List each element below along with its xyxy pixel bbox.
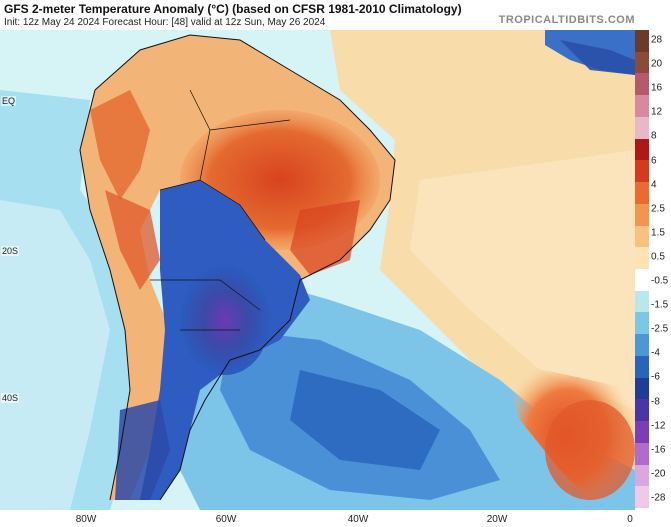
colorbar-cell xyxy=(635,182,649,205)
colorbar-label: -1.5 xyxy=(651,299,669,311)
longitude-axis: 80W 60W 40W 20W 0 xyxy=(0,510,671,527)
map-canvas xyxy=(0,30,635,510)
andes-warm-north xyxy=(90,90,150,200)
colorbar-label: -20 xyxy=(651,468,666,480)
colorbar-label: 0.5 xyxy=(651,251,665,263)
run-info: Init: 12z May 24 2024 Forecast Hour: [48… xyxy=(4,17,326,28)
colorbar-legend: 28 20 16 12 8 6 4 2.5 1.5 0.5 -0.5 -1.5 -2.5 -4 -6 -8 -1… xyxy=(635,30,671,510)
colorbar-label: 2.5 xyxy=(651,203,665,215)
colorbar-label: 12 xyxy=(651,106,663,118)
colorbar-label: 16 xyxy=(651,82,663,94)
map-title: GFS 2-meter Temperature Anomaly (°C) (ba… xyxy=(4,2,462,16)
colorbar-label: -2.5 xyxy=(651,323,669,335)
colorbar-cell xyxy=(635,160,649,183)
anomaly-map: EQ 20S 40S xyxy=(0,30,635,510)
lon-label-80w: 80W xyxy=(75,514,97,525)
colorbar-cell xyxy=(635,269,649,292)
colorbar-label: -8 xyxy=(651,396,660,408)
colorbar-cell xyxy=(635,486,649,509)
lon-label-0: 0 xyxy=(627,514,633,525)
colorbar-label: 8 xyxy=(651,130,657,142)
pacific-pale-region xyxy=(0,200,110,510)
colorbar-cell xyxy=(635,138,649,161)
colorbar-cell xyxy=(635,355,649,379)
colorbar-cell xyxy=(635,225,649,248)
header: GFS 2-meter Temperature Anomaly (°C) (ba… xyxy=(0,0,671,30)
colorbar-cell xyxy=(635,203,649,227)
atlantic-pale-region xyxy=(410,150,635,410)
colorbar-cell xyxy=(635,464,649,487)
lat-label-eq: EQ xyxy=(1,96,17,106)
colorbar-cell xyxy=(635,51,649,74)
coastline xyxy=(79,34,396,501)
colorbar-cell xyxy=(635,334,649,357)
lat-label-20s: 20S xyxy=(1,246,20,256)
lon-label-40w: 40W xyxy=(347,514,369,525)
colorbar-label: -28 xyxy=(651,492,666,504)
lat-label-40s: 40S xyxy=(1,393,20,403)
warm-anomaly-core xyxy=(545,400,635,500)
colorbar-cell xyxy=(635,116,649,140)
country-borders xyxy=(150,89,291,331)
patagonia-cold xyxy=(115,400,170,500)
colorbar-cell xyxy=(635,95,649,118)
brand-watermark[interactable]: TROPICALTIDBITS.COM xyxy=(498,14,635,26)
southeast-brazil-warm xyxy=(290,200,360,275)
colorbar-label: 6 xyxy=(651,155,657,167)
colorbar-cell xyxy=(635,377,649,400)
colorbar-label: -6 xyxy=(651,371,660,383)
south-atlantic-colder-core xyxy=(290,370,440,470)
colorbar-cell xyxy=(635,73,649,96)
colorbar-label: -4 xyxy=(651,347,660,359)
africa-cold-core xyxy=(560,40,635,75)
colorbar-cell xyxy=(635,30,649,53)
lon-label-60w: 60W xyxy=(215,514,237,525)
andes-warm-central xyxy=(105,190,160,290)
colorbar-cell xyxy=(635,421,649,444)
colorbar-cell xyxy=(635,312,649,335)
colorbar-label: 4 xyxy=(651,179,657,191)
colorbar-label: -16 xyxy=(651,444,666,456)
colorbar-cell xyxy=(635,247,649,270)
cold-anomaly-core xyxy=(180,265,270,375)
colorbar-cell xyxy=(635,442,649,466)
colorbar-label: -0.5 xyxy=(651,275,669,287)
lon-label-20w: 20W xyxy=(486,514,508,525)
colorbar-cell xyxy=(635,290,649,313)
colorbar-cell xyxy=(635,399,649,422)
colorbar-label: 1.5 xyxy=(651,227,665,239)
colorbar-label: 28 xyxy=(651,34,663,46)
colorbar-label: 20 xyxy=(651,58,663,70)
colorbar-label: -12 xyxy=(651,420,666,432)
